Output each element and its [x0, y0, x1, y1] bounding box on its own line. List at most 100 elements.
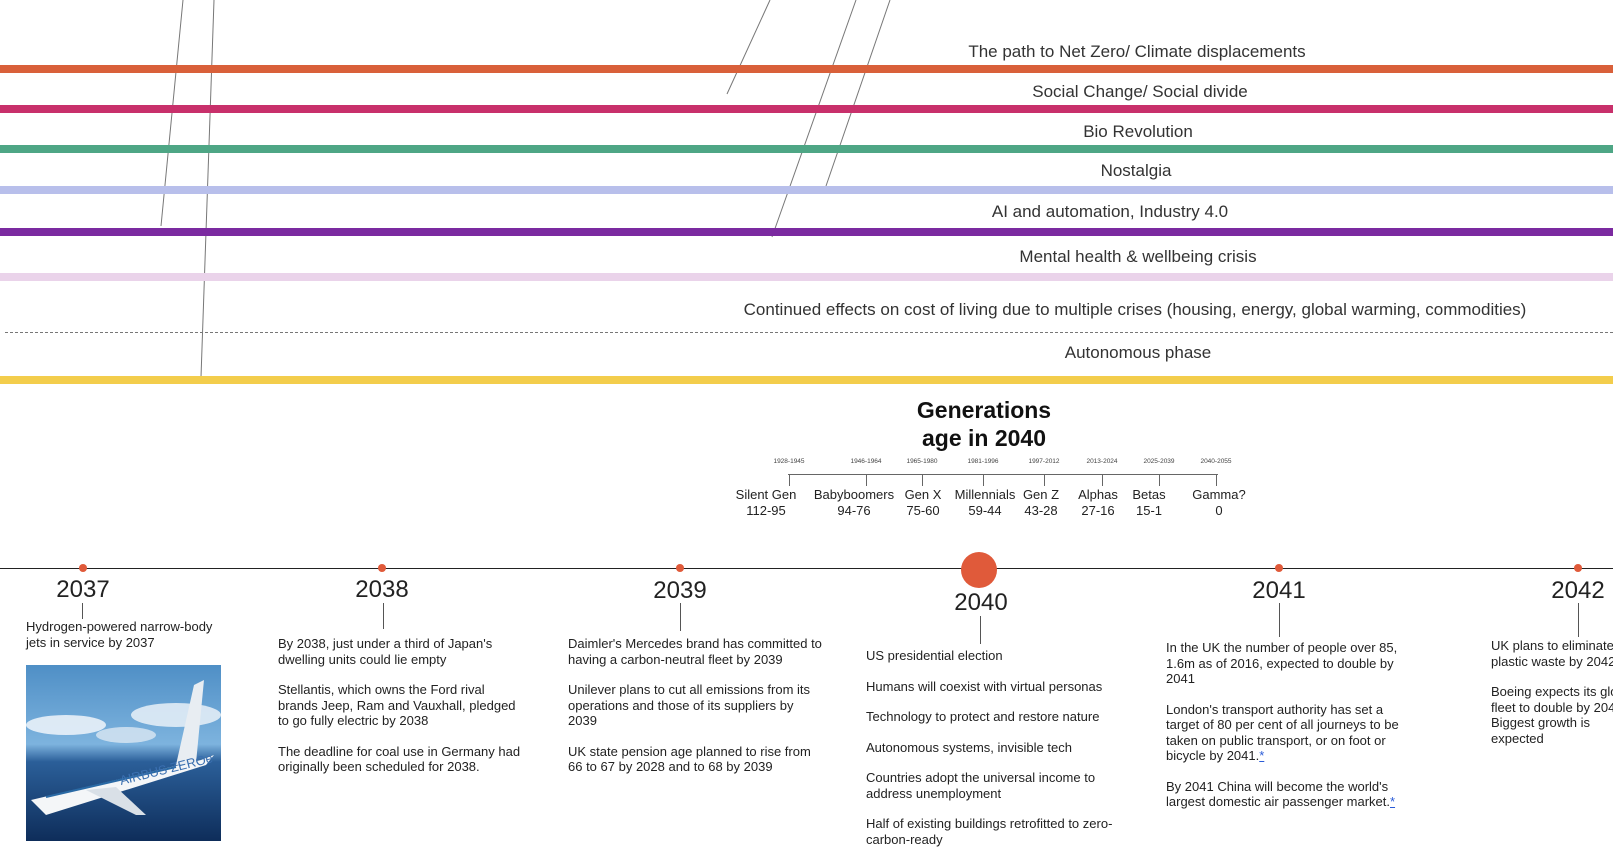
gen-boomers: Babyboomers 94-76	[814, 487, 894, 519]
year-label-2037: 2037	[56, 576, 110, 603]
trend-band-social-change	[0, 105, 1613, 113]
gen-age-genz: 43-28	[1024, 503, 1058, 518]
trend-label-ai-automation: AI and automation, Industry 4.0	[991, 202, 1229, 221]
gen-tick	[1159, 474, 1160, 486]
event-item: Technology to protect and restore nature	[866, 709, 1100, 724]
event-item: US presidential election	[866, 648, 1003, 663]
event-item: By 2041 China will become the world's la…	[1166, 779, 1416, 810]
trend-label-bio-revolution: Bio Revolution	[1083, 122, 1193, 141]
generations-title-line1: Generations	[916, 397, 1052, 423]
gen-age-genx: 75-60	[906, 503, 940, 518]
gen-gamma: Gamma? 0	[1192, 487, 1245, 519]
footnote-link[interactable]: *	[1389, 794, 1396, 809]
footnote-link[interactable]: *	[1259, 748, 1265, 763]
gen-silent: Silent Gen 112-95	[736, 487, 797, 519]
year-label-2040: 2040	[954, 589, 1008, 616]
trend-band-net-zero	[0, 65, 1613, 73]
trend-label-social-change: Social Change/ Social divide	[1032, 82, 1248, 101]
gen-genz: Gen Z 43-28	[1023, 487, 1059, 519]
event-text: London's transport authority has set a t…	[1166, 701, 1399, 764]
year-label-2038: 2038	[355, 576, 409, 603]
event-item: Humans will coexist with virtual persona…	[866, 678, 1103, 694]
trend-band-nostalgia	[0, 186, 1613, 194]
year-stem	[680, 603, 681, 631]
timeline-axis	[0, 568, 1613, 569]
gen-tick	[983, 474, 984, 486]
year-stem	[1578, 603, 1579, 637]
generations-title-line2: age in 2040	[921, 425, 1047, 451]
event-item: London's transport authority has set a t…	[1166, 702, 1416, 764]
event-item: Stellantis, which owns the Ford rival br…	[278, 682, 516, 728]
connector-line	[771, 0, 857, 238]
year-marker-2037	[79, 564, 87, 572]
events-2037: Hydrogen-powered narrow-body jets in ser…	[26, 619, 226, 665]
gen-age-betas: 15-1	[1135, 503, 1163, 518]
year-label-2041: 2041	[1252, 577, 1306, 604]
year-marker-2039	[676, 564, 684, 572]
events-2038: By 2038, just under a third of Japan's d…	[278, 636, 523, 790]
year-stem	[980, 616, 981, 644]
gen-range-betas: 2025-2039	[1143, 458, 1175, 465]
gen-age-alphas: 27-16	[1081, 503, 1115, 518]
connector-line	[726, 0, 771, 95]
gen-name-genz: Gen Z	[1022, 487, 1060, 502]
year-marker-2042	[1574, 564, 1582, 572]
gen-tick	[1044, 474, 1045, 486]
gen-tick	[789, 474, 790, 486]
gen-name-betas: Betas	[1132, 487, 1166, 502]
events-2042: UK plans to eliminate plastic waste by 2…	[1491, 638, 1613, 761]
year-stem	[383, 603, 384, 629]
trend-label-nostalgia: Nostalgia	[1100, 161, 1172, 180]
gen-age-gamma: 0	[1215, 503, 1223, 518]
year-stem	[82, 603, 83, 619]
gen-name-millennials: Millennials	[954, 487, 1016, 502]
connector-line	[825, 0, 891, 187]
gen-tick	[1102, 474, 1103, 486]
year-label-2039: 2039	[653, 577, 707, 604]
event-item: Countries adopt the universal income to …	[866, 770, 1096, 801]
gen-age-silent: 112-95	[746, 503, 786, 518]
year-stem	[1279, 603, 1280, 637]
gen-range-boomers: 1946-1964	[850, 458, 882, 465]
gen-range-genz: 1997-2012	[1028, 458, 1060, 465]
gen-name-alphas: Alphas	[1078, 487, 1118, 502]
generations-bracket	[788, 474, 1218, 475]
gen-tick	[1216, 474, 1217, 486]
event-item: UK state pension age planned to rise fro…	[568, 743, 811, 775]
gen-age-boomers: 94-76	[837, 503, 871, 518]
trend-label-net-zero: The path to Net Zero/ Climate displaceme…	[968, 42, 1306, 61]
trend-band-ai-automation	[0, 228, 1613, 236]
trend-band-mental-health	[0, 273, 1613, 281]
events-2041: In the UK the number of people over 85, …	[1166, 640, 1416, 825]
trend-band-bio-revolution	[0, 145, 1613, 153]
year-marker-2038	[378, 564, 386, 572]
event-item: In the UK the number of people over 85, …	[1166, 640, 1398, 686]
gen-range-alphas: 2013-2024	[1086, 458, 1118, 465]
trend-band-autonomous	[0, 376, 1613, 384]
gen-range-genx: 1965-1980	[906, 458, 938, 465]
trend-label-cost-of-living: Continued effects on cost of living due …	[743, 300, 1527, 319]
event-item: Boeing expects its global fleet to doubl…	[1491, 684, 1613, 746]
gen-genx: Gen X 75-60	[905, 487, 942, 519]
event-item: Hydrogen-powered narrow-body jets in ser…	[26, 619, 213, 650]
gen-range-silent: 1928-1945	[773, 458, 805, 465]
gen-millennials: Millennials 59-44	[955, 487, 1016, 519]
generations-title: Generations age in 2040	[917, 396, 1051, 452]
event-item: Daimler's Mercedes brand has committed t…	[568, 636, 822, 667]
gen-betas: Betas 15-1	[1132, 487, 1165, 519]
event-item: The deadline for coal use in Germany had…	[278, 743, 521, 775]
gen-name-gamma: Gamma?	[1192, 487, 1246, 502]
year-marker-2040	[961, 552, 997, 588]
trend-dashed-cost-of-living	[5, 332, 1613, 333]
events-2039: Daimler's Mercedes brand has committed t…	[568, 636, 823, 790]
gen-range-gamma: 2040-2055	[1200, 458, 1232, 465]
event-item: Unilever plans to cut all emissions from…	[568, 682, 811, 728]
events-2040: US presidential election Humans will coe…	[866, 648, 1126, 862]
year-label-2042: 2042	[1551, 577, 1605, 604]
gen-age-millennials: 59-44	[968, 503, 1002, 518]
gen-tick	[866, 474, 867, 486]
trend-label-autonomous: Autonomous phase	[1064, 343, 1212, 362]
event-item: Autonomous systems, invisible tech	[866, 739, 1072, 755]
year-marker-2041	[1275, 564, 1283, 572]
event-item: By 2038, just under a third of Japan's d…	[278, 636, 493, 667]
